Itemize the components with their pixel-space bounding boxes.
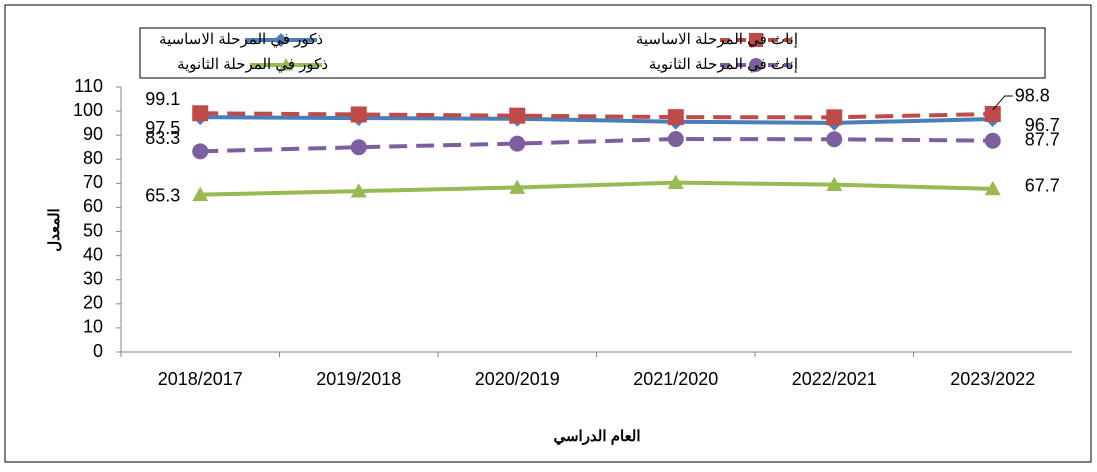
x-tick-label: 2018/2017 [158, 369, 243, 389]
marker [749, 33, 763, 47]
x-tick-label: 2023/2022 [950, 369, 1035, 389]
marker [984, 105, 1001, 122]
y-tick-label: 10 [83, 317, 103, 337]
marker [192, 143, 209, 160]
data-label: 65.3 [145, 185, 180, 205]
x-axis-title: العام الدراسي [553, 428, 640, 446]
marker [667, 174, 684, 190]
y-tick-label: 80 [83, 148, 103, 168]
chart-frame [4, 4, 1092, 463]
marker [984, 132, 1001, 149]
series-line [200, 137, 993, 154]
data-label: 99.1 [145, 89, 180, 109]
legend-label: ذكور في المرحلة الثانوية [177, 56, 328, 73]
marker [509, 179, 526, 194]
marker [826, 131, 843, 148]
legend-label: إناث في المرحلة الاساسية [636, 31, 798, 48]
series-line [200, 115, 993, 125]
y-axis-title: المعدل [46, 208, 63, 251]
y-tick-label: 0 [93, 341, 103, 361]
marker [274, 33, 288, 47]
series-line [200, 180, 993, 197]
data-label: 98.8 [1015, 86, 1050, 106]
x-tick-label: 2019/2018 [316, 369, 401, 389]
marker [350, 139, 367, 156]
y-tick-label: 100 [73, 100, 103, 120]
y-tick-label: 30 [83, 268, 103, 288]
y-tick-label: 20 [83, 293, 103, 313]
y-tick-label: 60 [83, 196, 103, 216]
x-tick-label: 2020/2019 [475, 369, 560, 389]
data-label: 96.7 [1025, 115, 1060, 135]
marker [350, 183, 367, 198]
marker [667, 131, 684, 148]
y-tick-label: 70 [83, 172, 103, 192]
marker [509, 107, 526, 124]
data-label: 87.7 [1025, 129, 1060, 149]
series-line [200, 111, 993, 120]
marker [826, 176, 843, 191]
marker [667, 109, 684, 126]
x-tick-label: 2022/2021 [792, 369, 877, 389]
data-label: 83.3 [145, 128, 180, 148]
marker [279, 58, 293, 71]
marker [749, 58, 763, 72]
marker [192, 105, 209, 122]
y-tick-label: 90 [83, 124, 103, 144]
data-label: 67.7 [1025, 176, 1060, 196]
y-tick-label: 110 [74, 76, 103, 96]
x-tick-label: 2021/2020 [633, 369, 718, 389]
marker [509, 135, 526, 152]
legend-label: ذكور في المرحلة الاساسية [159, 31, 323, 48]
leader-line [992, 95, 1013, 111]
marker [826, 109, 843, 126]
y-tick-label: 40 [83, 244, 103, 264]
marker [192, 186, 209, 202]
marker [984, 180, 1001, 196]
y-tick-label: 50 [83, 220, 103, 240]
legend-label: إناث في المرحلة الثانوية [649, 56, 798, 73]
marker [350, 106, 367, 123]
data-label: 97.5 [145, 118, 180, 138]
